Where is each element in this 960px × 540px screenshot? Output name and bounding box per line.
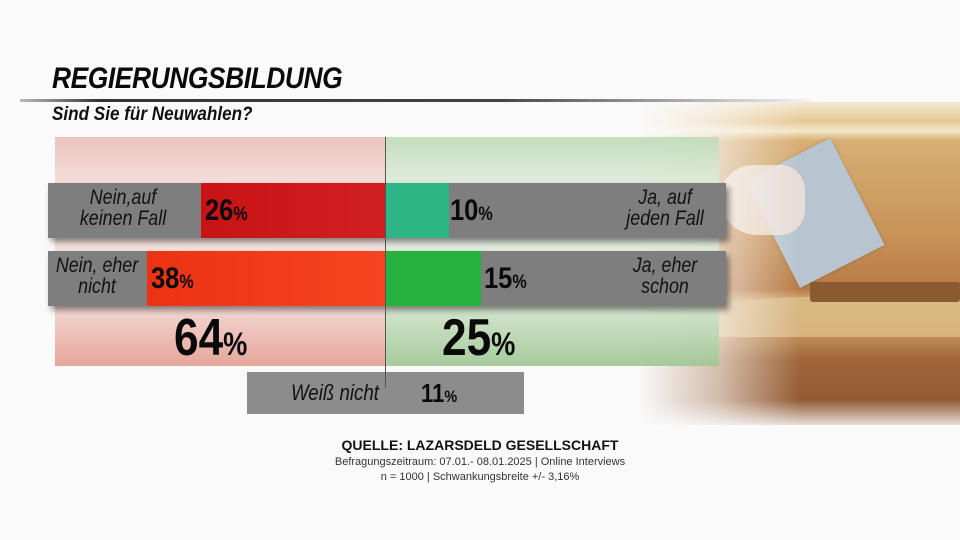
value-nein-eher-nicht: 38% [151,262,194,295]
yes-label-2: Ja, eher schon [610,255,721,297]
no-label-1-line1: Nein,auf [89,186,157,209]
no-label-2-line2: nicht [78,275,116,298]
chart-title: REGIERUNGSBILDUNG [52,62,343,95]
no-label-2-line1: Nein, eher [55,254,139,277]
title-divider [20,99,820,102]
ballot-box-slot [810,282,960,302]
bar-ja-eher-schon [385,251,481,306]
bar-nein-eher-nicht [147,251,385,306]
no-label-1: Nein,auf keinen Fall [59,187,187,229]
no-label-2: Nein, eher nicht [52,255,142,297]
value-ja-auf-jeden-fall: 10% [450,194,493,227]
yes-label-1: Ja, auf jeden Fall [610,187,721,229]
yes-label-1-line1: Ja, auf [638,186,692,209]
photo-bottom-fade [640,400,960,430]
bar-ja-auf-jeden-fall [385,183,449,238]
source-period: Befragungszeitraum: 07.01.- 08.01.2025 |… [334,456,626,468]
value-nein-auf-keinen-fall: 26% [205,194,248,227]
source-sample: n = 1000 | Schwankungsbreite +/- 3,16% [380,471,580,483]
yes-label-2-line1: Ja, eher [632,254,698,277]
total-no: 64% [174,309,248,367]
dont-know-value: 11% [421,378,458,408]
value-ja-eher-schon: 15% [484,262,527,295]
source-title: QUELLE: LAZARSDELD GESELLSCHAFT [341,437,619,453]
bar-nein-auf-keinen-fall [201,183,385,238]
no-label-1-line2: keinen Fall [79,207,167,230]
center-divider [385,137,386,388]
chart-subtitle: Sind Sie für Neuwahlen? [52,104,253,125]
total-yes: 25% [442,309,516,367]
yes-label-2-line2: schon [641,275,689,298]
dont-know-label: Weiß nicht [290,380,379,405]
yes-label-1-line2: jeden Fall [626,207,704,230]
